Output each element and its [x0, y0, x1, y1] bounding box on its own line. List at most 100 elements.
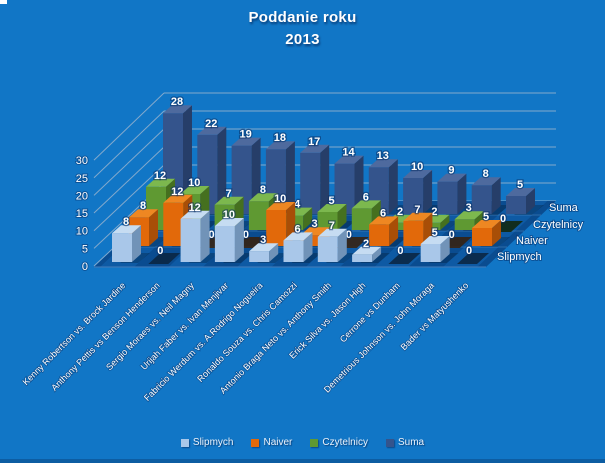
bar-front-naiver — [163, 202, 184, 246]
bar-top-suma — [368, 159, 398, 168]
bar-side-suma — [491, 177, 501, 214]
chart-legend: Slipmych Naiver Czytelnicy Suma — [0, 437, 605, 448]
category-label: Cerrone vs Dunham — [338, 280, 402, 344]
bar-side-slipmych — [372, 246, 382, 262]
legend-item-czytelnicy: Czytelnicy — [310, 437, 368, 448]
legend-label: Czytelnicy — [322, 437, 368, 448]
zero-bar-shadow-slipmych — [148, 253, 181, 264]
bar-front-suma — [403, 178, 424, 214]
bar-top-suma — [265, 141, 295, 150]
bar-value-label: 14 — [342, 147, 355, 159]
bar-value-label: 22 — [205, 118, 217, 130]
bar-value-label: 8 — [123, 216, 129, 228]
y-axis-tick-label: 25 — [76, 173, 88, 185]
bar-front-suma — [471, 185, 492, 214]
bar-value-label: 10 — [274, 193, 286, 205]
series-axis-label: Naiver — [516, 235, 548, 247]
bar-value-label: 3 — [311, 218, 317, 230]
bar-top-suma — [163, 105, 192, 114]
bar-top-suma — [471, 177, 501, 186]
leftwall-gridline — [93, 110, 165, 179]
bar-value-label: 7 — [226, 188, 232, 200]
series-axis-label: Czytelnicy — [533, 219, 584, 231]
bar-side-czytelnicy — [303, 207, 313, 230]
y-axis-tick-label: 0 — [82, 261, 88, 273]
legend-swatch-slipmych — [180, 438, 189, 447]
bar-value-label: 5 — [328, 195, 334, 207]
bar-value-label: 6 — [380, 207, 386, 219]
bar-top-naiver — [403, 212, 433, 221]
bar-value-label: 12 — [188, 202, 200, 214]
bar-front-slipmych — [112, 233, 132, 262]
bar-side-suma — [457, 173, 467, 214]
bar-top-naiver — [369, 216, 399, 225]
bar-top-suma — [300, 144, 330, 153]
bar-side-slipmych — [269, 243, 279, 262]
legend-label: Slipmych — [192, 437, 234, 448]
bar-top-slipmych — [420, 236, 450, 244]
bar-value-label: 6 — [363, 191, 369, 203]
legend-swatch-naiver — [251, 438, 260, 447]
bar-value-label: 10 — [223, 209, 235, 221]
bar-front-slipmych — [249, 251, 270, 262]
bar-top-czytelnicy — [248, 193, 278, 202]
bar-value-label: 5 — [483, 211, 489, 223]
bar-top-naiver — [163, 194, 193, 203]
bar-top-slipmych — [112, 225, 141, 234]
bar-side-suma — [423, 170, 433, 214]
legend-item-suma: Suma — [385, 437, 424, 448]
bar-value-label: 13 — [377, 150, 389, 162]
bar-side-slipmych — [132, 225, 141, 262]
chart-title-line2: 2013 — [285, 31, 320, 48]
y-axis-tick-label: 15 — [76, 208, 88, 220]
bar-value-label: 0 — [500, 213, 506, 225]
zero-bar-shadow-slipmych — [457, 253, 489, 264]
bar-value-label: 0 — [397, 245, 403, 257]
bar-value-label: 9 — [448, 165, 454, 177]
bar-front-slipmych — [317, 236, 338, 262]
series-axis-label: Suma — [549, 202, 579, 214]
bar-top-czytelnicy — [180, 186, 210, 194]
bar-side-suma — [217, 126, 227, 214]
bar-value-label: 5 — [432, 227, 438, 239]
bar-front-slipmych — [283, 240, 304, 262]
bar-top-czytelnicy — [454, 211, 484, 220]
bar-top-slipmych — [283, 232, 313, 241]
bar-top-suma — [197, 126, 227, 135]
bar-front-suma — [437, 181, 458, 214]
bar-front-czytelnicy — [351, 208, 372, 230]
screen-corner-artifact — [0, 0, 7, 4]
bar-value-label: 6 — [294, 223, 300, 235]
bar-side-suma — [388, 159, 398, 214]
legend-swatch-czytelnicy — [310, 438, 319, 447]
bar-side-suma — [354, 155, 364, 214]
bar-front-slipmych — [180, 218, 201, 262]
bar-value-label: 0 — [449, 229, 455, 241]
bar-value-label: 2 — [397, 206, 403, 218]
bar-front-suma — [506, 196, 526, 214]
series-axis-label: Slipmych — [497, 251, 542, 263]
bar-front-slipmych — [214, 226, 235, 262]
bar-value-label: 3 — [260, 234, 266, 246]
bar-side-slipmych — [440, 236, 450, 262]
bar-value-label: 12 — [154, 170, 166, 182]
bar-value-label: 7 — [329, 220, 335, 232]
bar-value-label: 8 — [483, 168, 489, 180]
bar-top-naiver — [266, 202, 296, 210]
bar-top-suma — [506, 188, 535, 196]
bar-value-label: 7 — [414, 204, 420, 216]
bar-value-label: 2 — [431, 206, 437, 218]
bar-side-slipmych — [303, 232, 313, 262]
bar-side-suma — [526, 188, 535, 214]
bar-value-label: 10 — [188, 177, 200, 189]
legend-item-naiver: Naiver — [251, 437, 292, 448]
bottom-edge-shade — [0, 459, 605, 463]
bar-top-czytelnicy — [146, 178, 175, 187]
y-axis-tick-label: 30 — [76, 155, 88, 167]
bar-front-slipmych — [420, 244, 441, 262]
bar-value-label: 17 — [308, 136, 320, 148]
bar-side-slipmych — [200, 210, 210, 262]
leftwall-gridline — [93, 146, 165, 214]
bar-front-naiver — [403, 220, 424, 246]
